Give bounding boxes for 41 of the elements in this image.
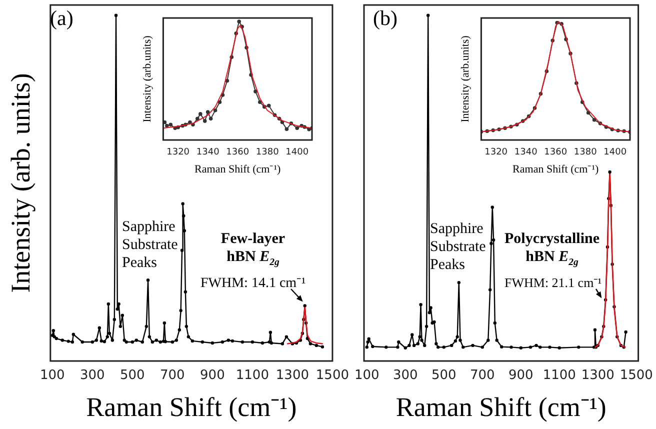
x-tick-label: 1320 (484, 148, 508, 158)
x-tick-label: 900 (508, 368, 534, 384)
annotation: Few-layer hBN E$_{2g}$ (220, 230, 286, 268)
annotation: FWHM: 14.1 cm⁻¹ (200, 275, 306, 292)
x-tick-label: 700 (160, 368, 185, 384)
x-tick-label: 1340 (514, 148, 538, 158)
x-tick-label: 1380 (574, 148, 598, 158)
x-tick-label: 900 (200, 368, 225, 384)
x-tick-label: 100 (354, 368, 380, 384)
y-axis-title: Intensity (arb.units) (459, 35, 472, 122)
x-tick-label: 1340 (196, 148, 220, 158)
x-tick-label: 1360 (544, 148, 568, 158)
x-tick-label: 500 (120, 368, 145, 384)
x-tick-label: 300 (80, 368, 105, 384)
x-axis-title: Raman Shift (cm⁻¹) (512, 163, 599, 176)
annotation: Sapphire Substrate Peaks (122, 218, 179, 272)
x-tick-label: 1100 (236, 368, 269, 384)
x-tick-label: 1300 (581, 368, 614, 384)
x-axis-title: Raman Shift (cm⁻¹) (86, 392, 297, 422)
annotation: (b) (373, 6, 398, 31)
annotation: (a) (50, 6, 74, 31)
x-axis-title: Raman Shift (cm⁻¹) (194, 163, 281, 176)
y-axis-title: Intensity (arb. units) (5, 73, 36, 293)
x-tick-label: 1300 (276, 368, 309, 384)
x-tick-label: 1500 (316, 368, 350, 384)
x-tick-label: 1400 (286, 148, 309, 158)
x-tick-label: 100 (40, 368, 65, 384)
x-tick-label: 1400 (604, 148, 627, 158)
x-tick-label: 1100 (542, 368, 576, 384)
x-tick-label: 1380 (256, 148, 280, 158)
x-tick-label: 1360 (226, 148, 250, 158)
y-axis-title: Intensity (arb.units) (141, 35, 154, 122)
x-tick-label: 300 (392, 368, 418, 384)
annotation: Sapphire Substrate Peaks (430, 220, 487, 274)
x-tick-label: 1500 (620, 368, 653, 384)
x-axis-title: Raman Shift (cm⁻¹) (396, 392, 606, 422)
x-tick-label: 700 (470, 368, 495, 384)
x-tick-label: 1320 (166, 148, 190, 158)
x-tick-label: 500 (431, 368, 456, 384)
annotation: Polycrystalline hBN E$_{2g}$ (504, 230, 600, 268)
annotation: FWHM: 21.1 cm⁻¹ (504, 274, 602, 291)
